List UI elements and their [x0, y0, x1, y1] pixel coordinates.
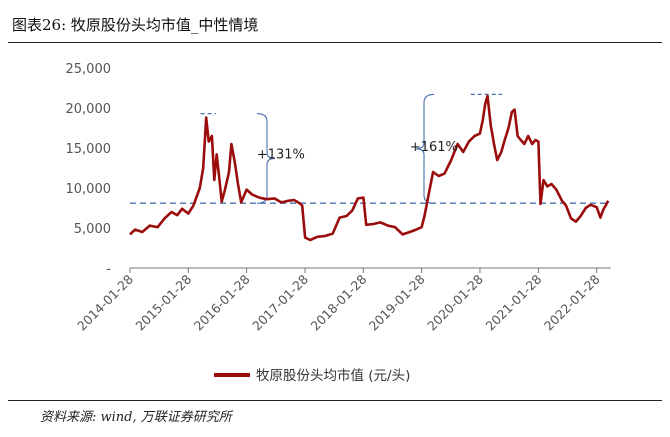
- x-tick-label: 2017-01-28: [249, 271, 311, 333]
- figure-title: 图表26: 牧原股份头均市值_中性情境: [12, 16, 259, 34]
- y-tick-label: 25,000: [66, 62, 112, 77]
- x-axis: 2014-01-282015-01-282016-01-282017-01-28…: [74, 267, 611, 333]
- source-note: 资料来源: wind, 万联证券研究所: [40, 410, 232, 425]
- x-tick-label: 2022-01-28: [541, 271, 603, 333]
- x-tick-label: 2018-01-28: [307, 271, 369, 333]
- top-rule: [8, 42, 662, 43]
- y-axis: - 5,000 10,000 15,000 20,000 25,000: [66, 62, 112, 277]
- x-tick-label: 2015-01-28: [132, 271, 194, 333]
- x-tick-label: 2016-01-28: [191, 271, 253, 333]
- plot-area: +131% +161%: [129, 93, 610, 242]
- y-tick-label: 15,000: [66, 142, 112, 157]
- legend-label: 牧原股份头均市值 (元/头): [256, 367, 410, 384]
- bottom-rule: [8, 400, 662, 401]
- x-tick-label: 2019-01-28: [366, 271, 428, 333]
- annotation-label: +161%: [410, 140, 458, 155]
- annotation-label: +131%: [257, 147, 305, 162]
- x-tick-label: 2021-01-28: [483, 271, 545, 333]
- x-tick-label: 2014-01-28: [74, 271, 136, 333]
- brace-161: [415, 93, 435, 204]
- y-tick-label: 20,000: [66, 102, 112, 117]
- y-tick-label: -: [106, 262, 111, 277]
- y-tick-label: 5,000: [74, 222, 111, 237]
- x-tick-label: 2020-01-28: [424, 271, 486, 333]
- series-line-market-value: [129, 94, 610, 242]
- y-tick-label: 10,000: [66, 182, 112, 197]
- legend: 牧原股份头均市值 (元/头): [214, 367, 410, 384]
